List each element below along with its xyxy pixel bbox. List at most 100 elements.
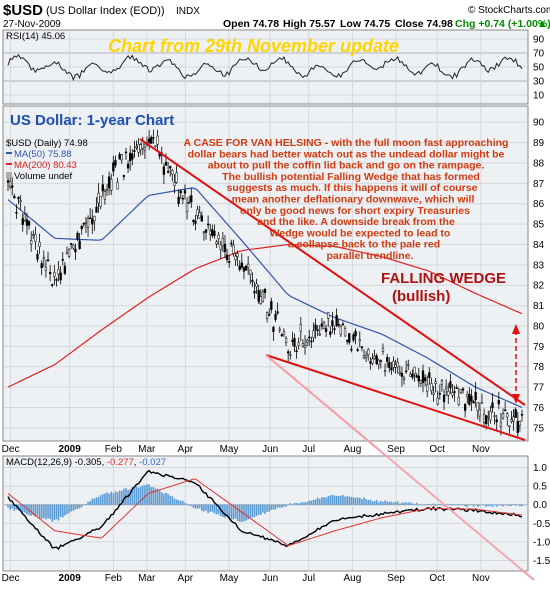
annotation-line: Wedge would be expected to lead to <box>270 227 451 239</box>
macd-bar <box>451 504 454 506</box>
macd-bar <box>76 504 79 510</box>
macd-bar <box>405 502 407 505</box>
candle-body <box>478 409 482 417</box>
candle-body <box>415 375 418 378</box>
candle-body <box>38 241 41 247</box>
candle-body <box>388 361 391 368</box>
macd-bar <box>142 485 144 505</box>
candle-body <box>455 387 458 389</box>
x-tick-label: Mar <box>138 573 156 584</box>
candle-body <box>114 160 117 166</box>
x-tick-label: Jul <box>302 573 315 584</box>
macd-bar <box>498 504 500 506</box>
legend-ma200: MA(200) 80.43 <box>14 160 77 171</box>
candle-body <box>364 354 368 358</box>
macd-bar <box>108 493 110 505</box>
ma200-line <box>7 243 523 388</box>
candle-body <box>32 234 35 237</box>
candle-body <box>120 154 123 161</box>
candle-body <box>508 425 511 427</box>
candle-body <box>461 388 465 391</box>
y-tick-label: 83 <box>533 260 545 271</box>
macd-bar <box>453 504 456 506</box>
candle-body <box>221 237 225 247</box>
macd-bar <box>226 504 228 518</box>
wedge-lower-line <box>265 354 526 441</box>
candle-body <box>23 213 27 221</box>
macd-bar <box>228 504 230 519</box>
candle-body <box>232 244 235 254</box>
macd-bar <box>495 504 498 507</box>
candle-body <box>295 350 298 352</box>
macd-bar <box>466 504 469 507</box>
macd-bar <box>38 504 41 519</box>
header-low: Low 74.75 <box>340 18 390 30</box>
macd-bar <box>194 504 197 509</box>
macd-bar <box>352 497 355 505</box>
y-tick-label: 86 <box>533 199 545 210</box>
candle-body <box>48 272 52 275</box>
macd-bar <box>380 500 382 505</box>
macd-bar <box>251 504 254 518</box>
macd-bar <box>78 504 81 509</box>
macd-bar <box>407 502 410 505</box>
macd-bar <box>479 504 481 506</box>
annotation-line: mean another deflationary downwave, whic… <box>232 194 475 206</box>
rsi-label: RSI(14) 45.06 <box>6 31 65 42</box>
candle-body <box>154 145 157 147</box>
x-tick-label: Oct <box>429 573 445 584</box>
candle-body <box>407 364 410 367</box>
candle-body <box>209 230 212 235</box>
candle-body <box>409 373 412 377</box>
candle-body <box>501 413 505 419</box>
macd-bar <box>297 503 300 505</box>
x-tick-label: Jul <box>302 444 315 455</box>
candle-body <box>15 211 18 214</box>
macd-bar <box>131 487 134 505</box>
candle-body <box>329 331 332 335</box>
y-tick-label: 79 <box>533 342 545 353</box>
candle-body <box>44 266 48 271</box>
candle-body <box>503 409 507 412</box>
macd-bar <box>489 504 492 507</box>
candle-body <box>99 196 102 207</box>
candle-body <box>377 359 380 365</box>
candle-body <box>459 389 463 393</box>
candle-body <box>310 340 313 343</box>
x-tick-label: Feb <box>105 444 123 455</box>
macd-bar <box>388 501 391 505</box>
macd-y-tick: 0.5 <box>533 482 547 493</box>
macd-bar <box>274 504 277 510</box>
candle-body <box>436 397 439 405</box>
candle-body <box>246 263 250 268</box>
macd-bar <box>222 504 224 518</box>
macd-bar <box>304 502 306 505</box>
macd-bar <box>26 504 28 515</box>
header-high: High 75.57 <box>283 18 336 30</box>
macd-bar <box>363 497 365 505</box>
macd-bar <box>19 504 22 512</box>
macd-bar <box>209 504 212 512</box>
candle-body <box>101 184 104 192</box>
macd-bar <box>500 504 502 506</box>
candle-body <box>442 394 446 403</box>
candle-body <box>430 383 433 392</box>
macd-y-tick: -1.5 <box>533 556 550 567</box>
macd-bar <box>40 504 43 519</box>
candle-body <box>360 346 364 349</box>
candle-body <box>371 358 374 364</box>
macd-bar <box>474 504 477 505</box>
candle-body <box>61 259 64 261</box>
macd-bar <box>281 504 283 508</box>
macd-bar <box>483 504 485 506</box>
candle-body <box>398 371 401 374</box>
macd-bar <box>300 502 302 505</box>
macd-bar <box>148 484 150 505</box>
macd-bar <box>458 504 460 505</box>
candle-body <box>520 414 524 416</box>
header-exchange: INDX <box>176 6 200 17</box>
price-legend: $USD (Daily) 74.98 MA(50) 75.88 MA(200) … <box>6 138 88 182</box>
macd-bar <box>268 504 271 512</box>
candle-body <box>289 354 292 356</box>
